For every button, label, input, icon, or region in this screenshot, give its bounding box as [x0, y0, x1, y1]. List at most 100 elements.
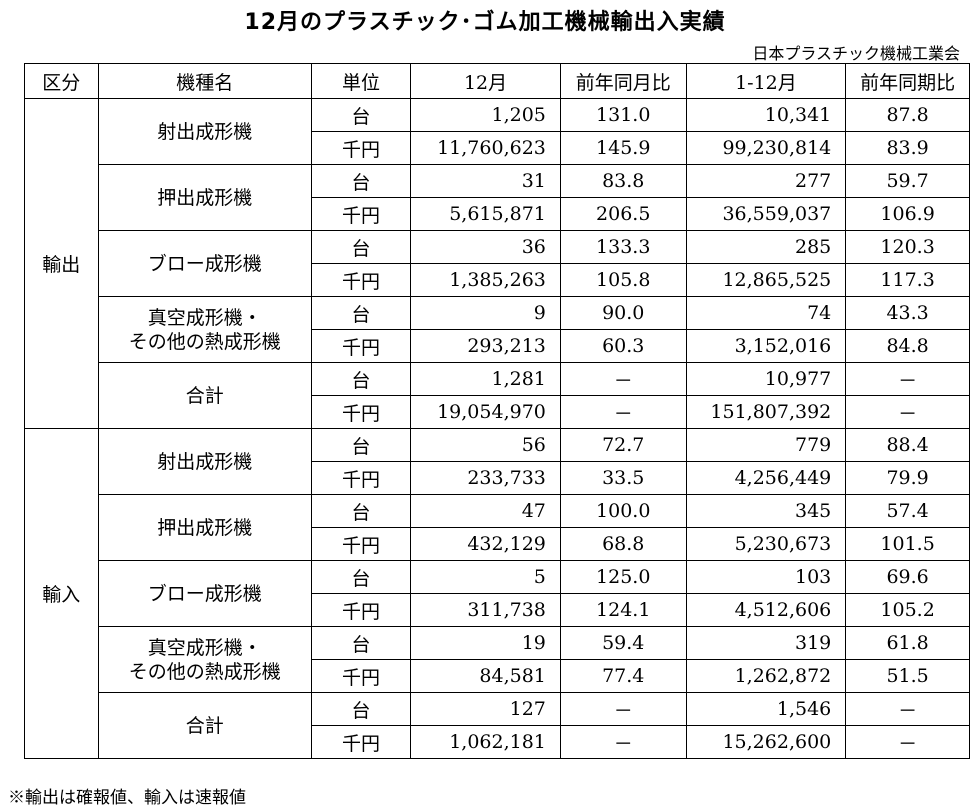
machine-name: 合計	[97, 362, 312, 429]
table-row: ブロー成形機 台 36 133.3 285 120.3	[25, 230, 970, 297]
table-row: 押出成形機 台 31 83.8 277 59.7	[25, 164, 970, 231]
footnote: ※輸出は確報値、輸入は速報値	[8, 788, 246, 808]
month-value: 432,129	[410, 527, 561, 561]
machine-name: ブロー成形機	[97, 230, 312, 297]
machine-name: 合計	[97, 692, 312, 759]
period-yoy-value: 120.3	[845, 230, 970, 264]
table-row: ブロー成形機 台 5 125.0 103 69.6	[25, 560, 970, 627]
month-value: 127	[410, 692, 561, 726]
unit-cell: 千円	[310, 395, 412, 429]
section-label: 輸出	[24, 98, 99, 429]
table-row: 千円 1,062,181 － 15,262,600 －	[25, 725, 970, 759]
unit-cell: 千円	[310, 197, 412, 231]
period-value: 277	[685, 164, 847, 198]
period-value: 15,262,600	[685, 725, 847, 759]
unit-cell: 台	[310, 428, 412, 462]
table-row: 千円 1,385,263 105.8 12,865,525 117.3	[25, 263, 970, 297]
month-value: 1,385,263	[410, 263, 561, 297]
month-yoy-value: 60.3	[559, 329, 687, 363]
page-title: 12月のプラスチック･ゴム加工機械輸出入実績	[244, 10, 726, 35]
header-unit: 単位	[310, 63, 412, 99]
machine-name-line: 合計	[185, 384, 224, 407]
header-month-yoy: 前年同月比	[559, 63, 687, 99]
machine-name-line: その他の熱成形機	[128, 330, 281, 353]
unit-cell: 台	[310, 626, 412, 660]
month-yoy-value: 33.5	[559, 461, 687, 495]
period-value: 10,341	[685, 98, 847, 132]
month-value: 19	[410, 626, 561, 660]
period-value: 285	[685, 230, 847, 264]
month-yoy-value: 145.9	[559, 131, 687, 165]
month-yoy-value: 125.0	[559, 560, 687, 594]
month-yoy-value: 100.0	[559, 494, 687, 528]
header-model: 機種名	[97, 63, 312, 99]
machine-name: 押出成形機	[97, 164, 312, 231]
header-row: 区分 機種名 単位 12月 前年同月比 1-12月 前年同期比	[24, 63, 970, 99]
machine-name-line: ブロー成形機	[147, 582, 262, 605]
period-value: 779	[685, 428, 847, 462]
month-yoy-value: 105.8	[559, 263, 687, 297]
machine-name-line: 押出成形機	[157, 516, 253, 539]
unit-cell: 台	[310, 164, 412, 198]
period-yoy-value: 84.8	[845, 329, 970, 363]
period-value: 3,152,016	[685, 329, 847, 363]
table-row: 真空成形機・ その他の熱成形機台 19 59.4 319 61.8	[25, 626, 970, 693]
unit-cell: 千円	[310, 263, 412, 297]
unit-cell: 千円	[310, 131, 412, 165]
period-yoy-value: 51.5	[845, 659, 970, 693]
period-value: 99,230,814	[685, 131, 847, 165]
period-yoy-value: 69.6	[845, 560, 970, 594]
period-value: 1,262,872	[685, 659, 847, 693]
month-value: 1,062,181	[410, 725, 561, 759]
period-value: 36,559,037	[685, 197, 847, 231]
month-yoy-value: 133.3	[559, 230, 687, 264]
unit-cell: 千円	[310, 329, 412, 363]
month-value: 11,760,623	[410, 131, 561, 165]
period-yoy-value: －	[845, 692, 970, 726]
period-value: 12,865,525	[685, 263, 847, 297]
section-label: 輸入	[24, 428, 99, 759]
period-yoy-value: 43.3	[845, 296, 970, 330]
machine-name: 射出成形機	[97, 98, 312, 165]
unit-cell: 台	[310, 560, 412, 594]
unit-cell: 千円	[310, 725, 412, 759]
period-yoy-value: 105.2	[845, 593, 970, 627]
month-yoy-value: 206.5	[559, 197, 687, 231]
unit-cell: 台	[310, 494, 412, 528]
table-row: 輸出 射出成形機台 1,205 131.0 10,341 87.8	[24, 98, 970, 429]
month-value: 9	[410, 296, 561, 330]
table-row: 千円 11,760,623 145.9 99,230,814 83.9	[25, 131, 970, 165]
period-yoy-value: 101.5	[845, 527, 970, 561]
header-period-yoy: 前年同期比	[845, 63, 970, 99]
machine-name: 真空成形機・ その他の熱成形機	[97, 296, 312, 363]
month-yoy-value: 72.7	[559, 428, 687, 462]
table-row: 真空成形機・ その他の熱成形機台 9 90.0 74 43.3	[25, 296, 970, 363]
month-value: 1,281	[410, 362, 561, 396]
machine-name-line: 合計	[185, 714, 224, 737]
table-row: 押出成形機 台 47 100.0 345 57.4	[25, 494, 970, 561]
unit-cell: 台	[310, 230, 412, 264]
month-yoy-value: 77.4	[559, 659, 687, 693]
month-yoy-value: 83.8	[559, 164, 687, 198]
month-value: 5,615,871	[410, 197, 561, 231]
month-yoy-value: －	[559, 362, 687, 396]
period-value: 319	[685, 626, 847, 660]
table-row: 千円 5,615,871 206.5 36,559,037 106.9	[25, 197, 970, 231]
unit-cell: 台	[310, 296, 412, 330]
organization-name: 日本プラスチック機械工業会	[752, 44, 960, 63]
month-value: 5	[410, 560, 561, 594]
month-value: 293,213	[410, 329, 561, 363]
month-yoy-value: －	[559, 725, 687, 759]
trade-table: 区分 機種名 単位 12月 前年同月比 1-12月 前年同期比 輸出 射出成形機台…	[24, 63, 970, 759]
table-row: 輸入 射出成形機台 56 72.7 779 88.4	[24, 428, 970, 759]
period-yoy-value: －	[845, 395, 970, 429]
machine-name: ブロー成形機	[97, 560, 312, 627]
period-yoy-value: 79.9	[845, 461, 970, 495]
header-category: 区分	[24, 63, 99, 99]
month-value: 84,581	[410, 659, 561, 693]
unit-cell: 台	[310, 98, 412, 132]
period-value: 10,977	[685, 362, 847, 396]
month-yoy-value: －	[559, 395, 687, 429]
machine-name-line: その他の熱成形機	[128, 660, 281, 683]
period-value: 151,807,392	[685, 395, 847, 429]
